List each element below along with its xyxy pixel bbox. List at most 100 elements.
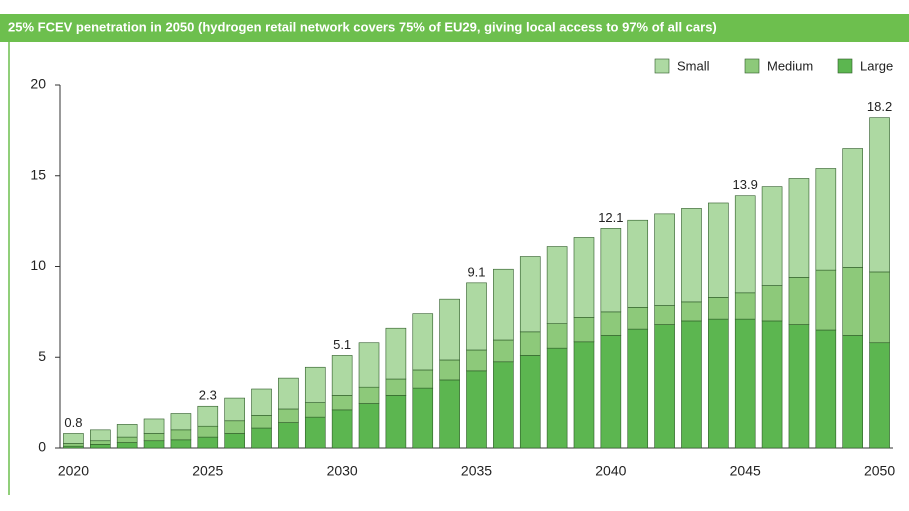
bar-segment [278,377,299,410]
bar-segment [519,331,541,356]
bar-segment [90,429,111,442]
y-tick-label: 5 [38,348,46,364]
bar-segment [90,444,111,449]
bar-segment [278,408,299,423]
bar-segment [170,439,192,449]
bar-segment [815,269,837,331]
bar-segment [90,440,111,445]
x-tick-label: 2050 [864,463,895,479]
bar-segment [331,409,353,449]
bar-segment [681,320,702,449]
bar-segment [600,228,622,313]
total-label: 13.9 [733,177,758,192]
bar-segment [412,313,434,371]
bar-segment [466,282,487,351]
legend-label: Large [860,58,893,73]
y-tick-label: 10 [30,257,46,273]
bar-segment [734,195,756,294]
total-label: 9.1 [467,264,485,279]
bar-segment [788,324,810,449]
bar-segment [224,397,245,422]
bar-segment [170,429,192,441]
bar-segment [358,386,380,404]
y-tick-label: 0 [38,439,46,455]
bar-segment [493,268,514,341]
legend-swatch [654,58,670,74]
bar-segment [842,267,863,336]
bar-segment [116,424,138,438]
bar-segment [842,148,863,268]
bar-segment [573,341,595,449]
total-label: 12.1 [598,210,623,225]
bar-segment [197,436,219,449]
bar-segment [600,311,622,336]
chart-title: 25% FCEV penetration in 2050 (hydrogen r… [8,19,717,34]
bar-segment [627,328,649,449]
bar-segment [116,436,138,443]
bar-segment [251,415,272,429]
bar-segment [412,387,434,449]
bar-segment [734,318,756,449]
bar-segment [788,277,810,325]
bar-segment [708,297,729,320]
bar-segment [143,433,165,442]
bar-segment [519,256,541,333]
bar-segment [116,442,138,449]
bar-segment [251,427,272,449]
bar-segment [869,271,890,344]
y-tick-label: 15 [30,166,46,182]
legend-swatch [744,58,760,74]
bar-segment [412,369,434,389]
bar-segment [869,342,890,449]
total-label: 18.2 [867,99,892,114]
bar-segment [573,237,595,318]
bar-segment [466,370,487,449]
bar-segment [358,342,380,388]
bar-segment [358,403,380,449]
bar-segment [331,395,353,411]
bar-segment [197,425,219,438]
bar-segment [681,301,702,322]
bar-segment [708,202,729,298]
bar-segment [63,443,84,447]
legend-swatch [837,58,853,74]
bar-segment [224,433,245,449]
bar-segment [439,298,460,361]
x-tick-label: 2025 [192,463,223,479]
x-tick-label: 2045 [730,463,761,479]
bar-segment [385,395,407,449]
bar-segment [197,405,219,427]
bar-segment [439,359,460,381]
bar-segment [143,440,165,449]
bar-segment [385,327,407,380]
x-tick-label: 2030 [327,463,358,479]
total-label: 2.3 [199,388,217,403]
x-tick-label: 2035 [461,463,492,479]
bar-segment [493,339,514,363]
bar-segment [788,178,810,278]
y-tick-label: 20 [30,76,46,92]
bar-segment [573,317,595,343]
bar-segment [842,335,863,449]
bar-segment [251,388,272,416]
bar-segment [546,347,568,449]
legend-label: Medium [767,58,813,73]
bar-segment [708,318,729,449]
bar-segment [654,305,675,325]
x-tick-label: 2020 [58,463,89,479]
bar-segment [627,307,649,330]
bar-segment [761,320,783,449]
bar-segment [546,246,568,324]
total-label: 0.8 [64,415,82,430]
bar-segment [546,323,568,349]
bar-segment [304,416,326,449]
legend-label: Small [677,58,710,73]
bar-segment [815,168,837,271]
bar-segment [278,422,299,449]
bar-segment [519,355,541,449]
bar-segment [224,420,245,434]
bar-segment [600,335,622,449]
title-bar [0,14,909,42]
total-label: 5.1 [333,337,351,352]
